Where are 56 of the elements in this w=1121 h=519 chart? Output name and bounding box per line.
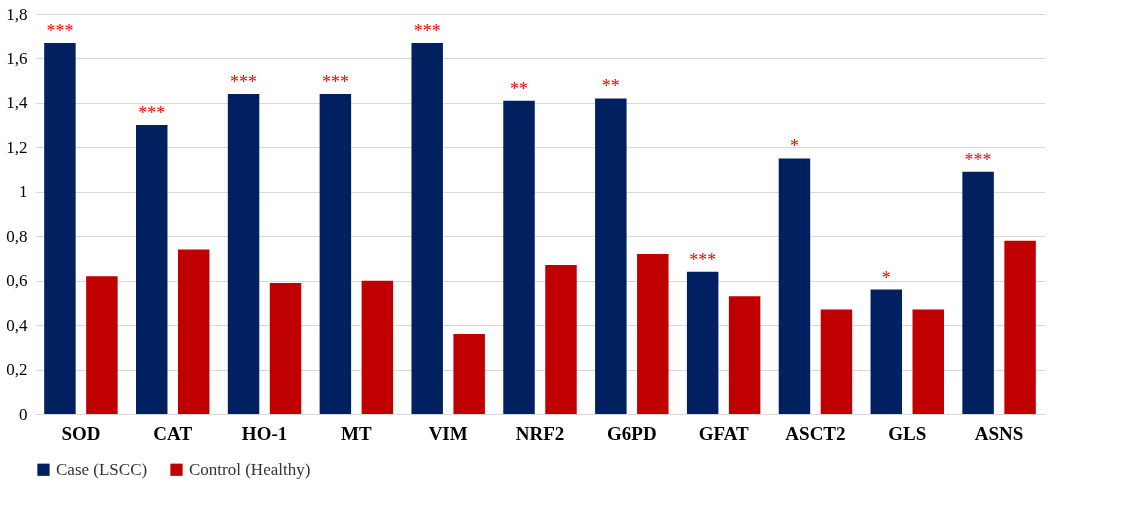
y-tick-label: 0: [19, 404, 28, 424]
y-tick-label: 0,4: [6, 315, 28, 335]
y-tick-label: 1,2: [6, 137, 28, 157]
legend-label: Case (LSCC): [56, 459, 148, 479]
bar: [637, 254, 669, 414]
bar: [912, 309, 944, 414]
y-tick-label: 1,8: [6, 4, 28, 24]
bar: [319, 94, 352, 414]
bar: [177, 249, 210, 414]
y-tick-label: 0,8: [6, 226, 28, 246]
x-tick-label: G6PD: [607, 422, 657, 444]
x-tick-label: ASCT2: [785, 422, 846, 444]
bar: [503, 100, 535, 414]
data-label: ***: [964, 149, 992, 170]
x-tick-label: CAT: [153, 422, 193, 444]
x-tick-label: ASNS: [974, 422, 1024, 444]
bar: [44, 42, 76, 414]
bar: [778, 158, 811, 414]
data-label: *: [881, 267, 891, 288]
bar: [269, 282, 302, 414]
bar: [820, 309, 853, 414]
y-tick-label: 1,4: [6, 93, 28, 113]
bar: [227, 94, 260, 414]
bar: [1004, 240, 1036, 414]
x-tick-label: GFAT: [698, 422, 749, 444]
y-tick-label: 1,6: [6, 48, 28, 68]
bar: [595, 98, 627, 414]
x-tick-label: MT: [341, 422, 372, 444]
legend-label: Control (Healthy): [189, 459, 311, 479]
data-label: ***: [689, 249, 717, 270]
bar: [545, 265, 577, 414]
data-label: **: [510, 78, 529, 99]
bar: [870, 289, 903, 414]
x-tick-label: SOD: [61, 422, 101, 444]
data-label: ***: [230, 72, 258, 92]
bar: [453, 334, 485, 414]
data-label: ***: [46, 20, 74, 41]
data-label: ***: [321, 72, 349, 92]
y-tick-label: 0,2: [6, 360, 28, 380]
data-label: *: [789, 136, 799, 157]
data-label: ***: [413, 20, 441, 41]
bar: [686, 271, 719, 414]
bar: [962, 171, 994, 414]
y-tick-label: 0,6: [6, 271, 28, 291]
bar: [361, 280, 394, 414]
bar: [136, 125, 168, 414]
bar: [411, 42, 443, 414]
y-tick-label: 1: [19, 182, 28, 202]
x-tick-label: GLS: [888, 422, 927, 444]
bar: [728, 296, 761, 414]
data-label: ***: [138, 103, 166, 124]
bar: [86, 276, 118, 414]
x-tick-label: NRF2: [515, 422, 565, 444]
data-label: **: [601, 76, 620, 97]
x-tick-label: HO-1: [241, 422, 288, 444]
x-tick-label: VIM: [428, 422, 468, 444]
